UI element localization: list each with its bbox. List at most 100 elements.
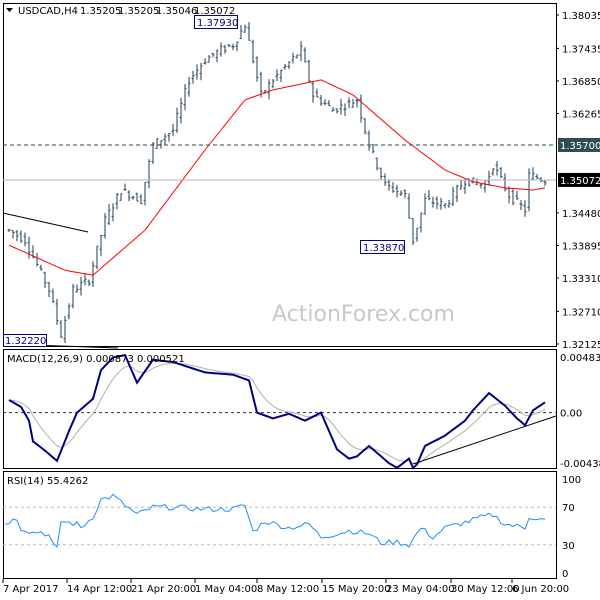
rsi-panel[interactable] [3,471,557,579]
price-bar [115,192,119,210]
price-bar [63,315,67,343]
price-bar [231,43,235,51]
price-bar [291,52,295,64]
price-bar [27,236,31,259]
high-label: 1.37930 [194,15,238,29]
price-axis-label: 1.32710 [562,307,600,318]
price-bar [207,54,211,63]
price-axis-label: 1.36850 [562,77,600,88]
rsi-axis-label: 0 [562,569,568,580]
price-bar [215,49,219,63]
price-bar [411,217,415,245]
price-bar [183,84,187,111]
price-bar [359,94,363,123]
price-bar [83,274,87,286]
price-bar [503,173,507,192]
price-bar [151,142,155,164]
price-bar [371,144,375,154]
price-bar [531,167,535,180]
price-bar [431,196,435,208]
price-bar [147,159,151,189]
price-bar [439,197,443,210]
price-bar [203,58,207,65]
price-bar [299,41,303,62]
price-bar [379,167,383,180]
macd-axis-label: 0.00 [560,409,582,420]
price-bar [279,69,283,83]
price-bar [415,227,419,242]
price-bar [495,161,499,176]
price-bar [259,71,263,98]
price-bar [111,203,115,222]
collapse-triangle-icon[interactable] [6,8,13,12]
price-bar [451,186,455,206]
price-bar [407,193,411,219]
symbol-label: USDCAD,H4 [18,6,78,17]
price-bar [87,279,91,287]
price-bar [247,22,251,41]
price-bar [107,204,111,226]
rsi-title: RSI(14) 55.4262 [7,476,88,487]
low-label-1: 1.33870 [360,240,405,254]
price-bar [375,157,379,171]
price-bar [331,106,335,112]
moving-average-line [8,79,546,276]
price-bar [59,319,63,338]
price-bar [79,276,83,296]
price-axis-label: 1.35072 [560,176,600,187]
price-bar [39,264,43,271]
price-bar [311,81,315,103]
current-price-tag [558,172,600,187]
price-bar [499,167,503,178]
price-bar [67,303,71,320]
macd-axis-label: 0.004839 [560,353,600,364]
price-bar [103,213,107,239]
price-bar [123,183,127,191]
trendline-upper[interactable] [2,212,89,233]
price-bar [427,189,431,201]
low-value: 1.35046 [156,6,197,17]
price-bar [391,182,395,193]
price-bar [235,41,239,52]
price-bar [75,284,79,293]
price-bar [175,107,179,134]
price-bar [511,189,515,206]
price-bar [443,203,447,209]
price-axis-label: 1.33895 [562,241,600,252]
price-bar [167,132,171,142]
low-label-2: 1.32220 [3,334,47,347]
price-bar [219,42,223,57]
price-bar [199,62,203,81]
price-axis-label: 1.37435 [562,44,600,55]
svg-text:1.32220: 1.32220 [5,336,46,347]
price-bar [435,196,439,210]
time-axis-label: 6 Jun 20:00 [512,584,569,595]
price-bar [519,200,523,211]
price-bar [363,118,367,135]
price-bar [55,298,59,325]
price-bar [91,261,95,288]
price-bar [479,183,483,189]
macd-title: MACD(12,26,9) 0.000873 0.000521 [7,354,185,365]
price-bar [319,94,323,106]
price-bar [187,76,191,97]
price-bar [459,180,463,190]
price-axis-label: 1.34480 [562,209,600,220]
price-bar [243,24,247,33]
macd-axis-label: -0.004381 [560,459,600,470]
price-panel[interactable] [3,3,557,347]
time-axis-label: 14 Apr 12:00 [67,584,132,595]
macd-trendline[interactable] [412,415,557,465]
price-bar [51,288,55,304]
price-bar [255,56,259,82]
price-bar [543,179,547,187]
price-bar [251,39,255,64]
price-bar [227,44,231,47]
svg-text:1.37930: 1.37930 [197,18,238,29]
macd-line [8,353,546,470]
price-bar [131,195,135,200]
price-bar [535,174,539,180]
price-bar [155,138,159,150]
price-bar [11,230,15,239]
